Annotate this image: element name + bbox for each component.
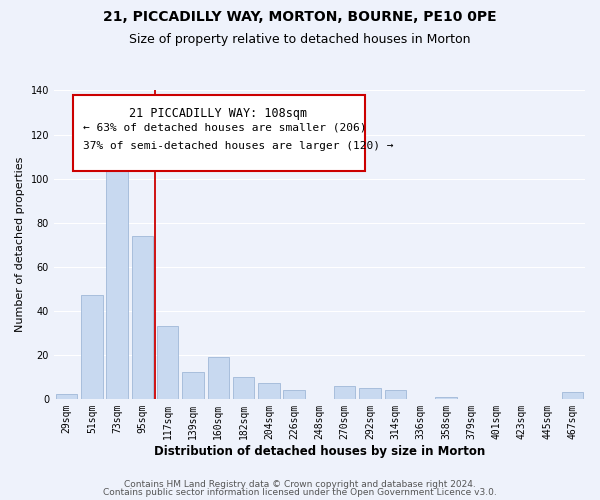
Text: 21 PICCADILLY WAY: 108sqm: 21 PICCADILLY WAY: 108sqm bbox=[130, 108, 308, 120]
Bar bbox=[56, 394, 77, 399]
Bar bbox=[233, 377, 254, 399]
Bar bbox=[182, 372, 204, 399]
Bar bbox=[208, 357, 229, 399]
X-axis label: Distribution of detached houses by size in Morton: Distribution of detached houses by size … bbox=[154, 444, 485, 458]
Bar bbox=[131, 236, 153, 399]
Text: ← 63% of detached houses are smaller (206): ← 63% of detached houses are smaller (20… bbox=[83, 123, 367, 133]
Text: Contains public sector information licensed under the Open Government Licence v3: Contains public sector information licen… bbox=[103, 488, 497, 497]
Y-axis label: Number of detached properties: Number of detached properties bbox=[15, 157, 25, 332]
Bar bbox=[81, 296, 103, 399]
Bar bbox=[157, 326, 178, 399]
Text: Contains HM Land Registry data © Crown copyright and database right 2024.: Contains HM Land Registry data © Crown c… bbox=[124, 480, 476, 489]
Bar bbox=[359, 388, 381, 399]
Bar bbox=[385, 390, 406, 399]
Text: 37% of semi-detached houses are larger (120) →: 37% of semi-detached houses are larger (… bbox=[83, 142, 394, 152]
Bar bbox=[283, 390, 305, 399]
Bar bbox=[106, 166, 128, 399]
FancyBboxPatch shape bbox=[73, 95, 365, 170]
Text: 21, PICCADILLY WAY, MORTON, BOURNE, PE10 0PE: 21, PICCADILLY WAY, MORTON, BOURNE, PE10… bbox=[103, 10, 497, 24]
Bar bbox=[562, 392, 583, 399]
Bar bbox=[334, 386, 355, 399]
Bar bbox=[435, 396, 457, 399]
Text: Size of property relative to detached houses in Morton: Size of property relative to detached ho… bbox=[129, 32, 471, 46]
Bar bbox=[258, 384, 280, 399]
